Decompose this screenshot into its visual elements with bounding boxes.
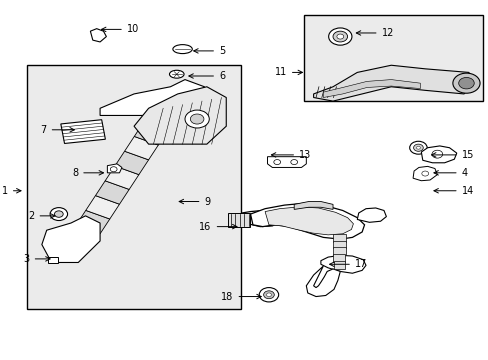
Text: 9: 9 [179,197,210,207]
Polygon shape [421,146,456,163]
Ellipse shape [173,45,192,54]
Bar [333,261,345,269]
Text: 16: 16 [199,222,237,231]
Polygon shape [115,151,148,175]
Polygon shape [267,157,305,167]
Polygon shape [238,211,282,226]
Polygon shape [42,216,100,262]
Bar [47,257,58,263]
Circle shape [190,114,203,124]
Polygon shape [305,266,340,297]
Ellipse shape [169,70,183,78]
Bar [332,234,346,242]
Circle shape [266,293,271,297]
Text: 5: 5 [193,46,225,56]
Circle shape [273,159,280,165]
Text: 1: 1 [2,186,21,196]
Text: 6: 6 [188,71,224,81]
Bar [27,65,240,309]
Bar [332,240,345,248]
Text: 14: 14 [433,186,473,196]
Polygon shape [264,207,353,235]
Bar [228,213,249,226]
Circle shape [421,171,428,176]
Text: 15: 15 [430,150,473,160]
Circle shape [259,288,278,302]
Text: 4: 4 [433,168,467,178]
Text: 13: 13 [271,150,311,160]
Bar [333,254,345,262]
Polygon shape [95,181,129,204]
Circle shape [50,208,67,221]
Polygon shape [143,107,177,130]
Polygon shape [107,164,122,173]
Polygon shape [100,80,204,116]
Circle shape [409,141,427,154]
Polygon shape [250,203,364,239]
Polygon shape [134,122,168,145]
Polygon shape [412,166,436,181]
Text: 17: 17 [329,259,366,269]
Circle shape [458,77,473,89]
Circle shape [110,167,117,172]
Polygon shape [124,136,158,160]
Polygon shape [76,210,110,234]
Polygon shape [61,120,105,144]
Circle shape [263,291,274,299]
Circle shape [290,159,297,165]
Text: 12: 12 [356,28,393,38]
Polygon shape [85,195,119,219]
Polygon shape [294,202,332,210]
Text: 10: 10 [102,24,139,35]
Bar [303,15,483,101]
Polygon shape [357,208,386,222]
Circle shape [431,150,442,158]
Text: 8: 8 [72,168,103,178]
Text: 18: 18 [221,292,261,302]
Polygon shape [313,65,473,101]
Text: 2: 2 [28,211,55,221]
Circle shape [452,73,479,93]
Polygon shape [320,255,365,273]
Circle shape [54,211,63,217]
Circle shape [336,34,343,39]
Polygon shape [134,87,226,144]
Circle shape [328,28,351,45]
Text: 11: 11 [274,67,302,77]
Circle shape [184,110,209,128]
Text: 7: 7 [41,125,74,135]
Polygon shape [323,80,420,98]
Polygon shape [90,29,106,42]
Text: 3: 3 [23,254,50,264]
Bar [332,247,345,255]
Polygon shape [105,166,139,189]
Circle shape [413,144,423,151]
Circle shape [332,31,347,42]
Circle shape [416,146,420,149]
